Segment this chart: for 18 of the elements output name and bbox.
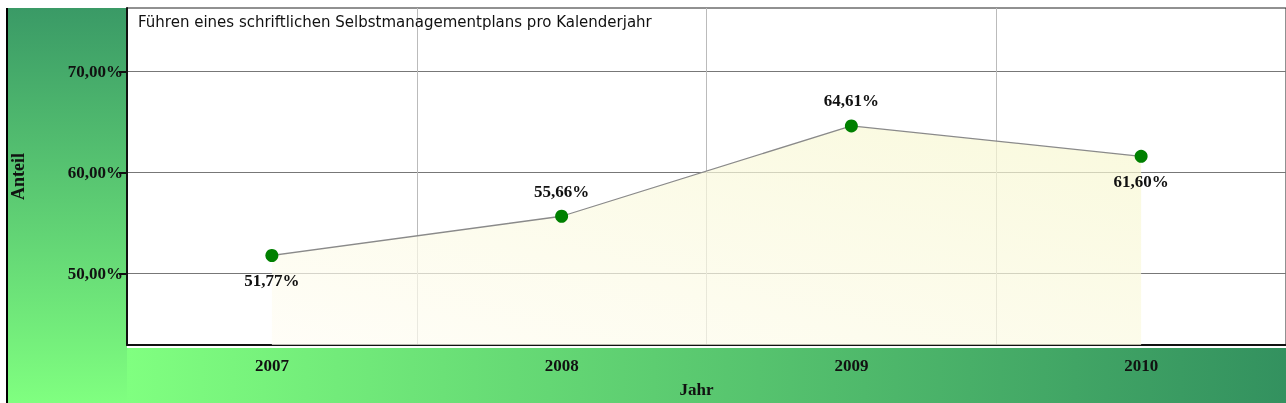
point: [1134, 149, 1148, 163]
y-axis-title: Anteil: [8, 153, 28, 200]
data-label: 64,61%: [823, 91, 879, 111]
x-tick-label: 2009: [834, 356, 869, 375]
x-tick-label: 2007: [254, 356, 290, 375]
point: [265, 249, 279, 262]
data-label: 61,60%: [1113, 171, 1169, 191]
y-tick-label: 70,00%: [67, 62, 123, 82]
x-tick-label: 2010: [1124, 356, 1159, 375]
y-tick-label: 50,00%: [67, 263, 123, 283]
data-label: 55,66%: [534, 181, 590, 201]
chart-title: Führen eines schriftlichen Selbstmanagementplans pro Kalenderjahr: [138, 12, 653, 31]
x-axis-title: Jahr: [679, 380, 714, 399]
point: [555, 209, 569, 223]
point: [844, 119, 858, 133]
y-tick-label: 60,00%: [67, 162, 123, 182]
x-tick-label: 2008: [544, 356, 579, 375]
data-label: 51,77%: [244, 271, 300, 290]
